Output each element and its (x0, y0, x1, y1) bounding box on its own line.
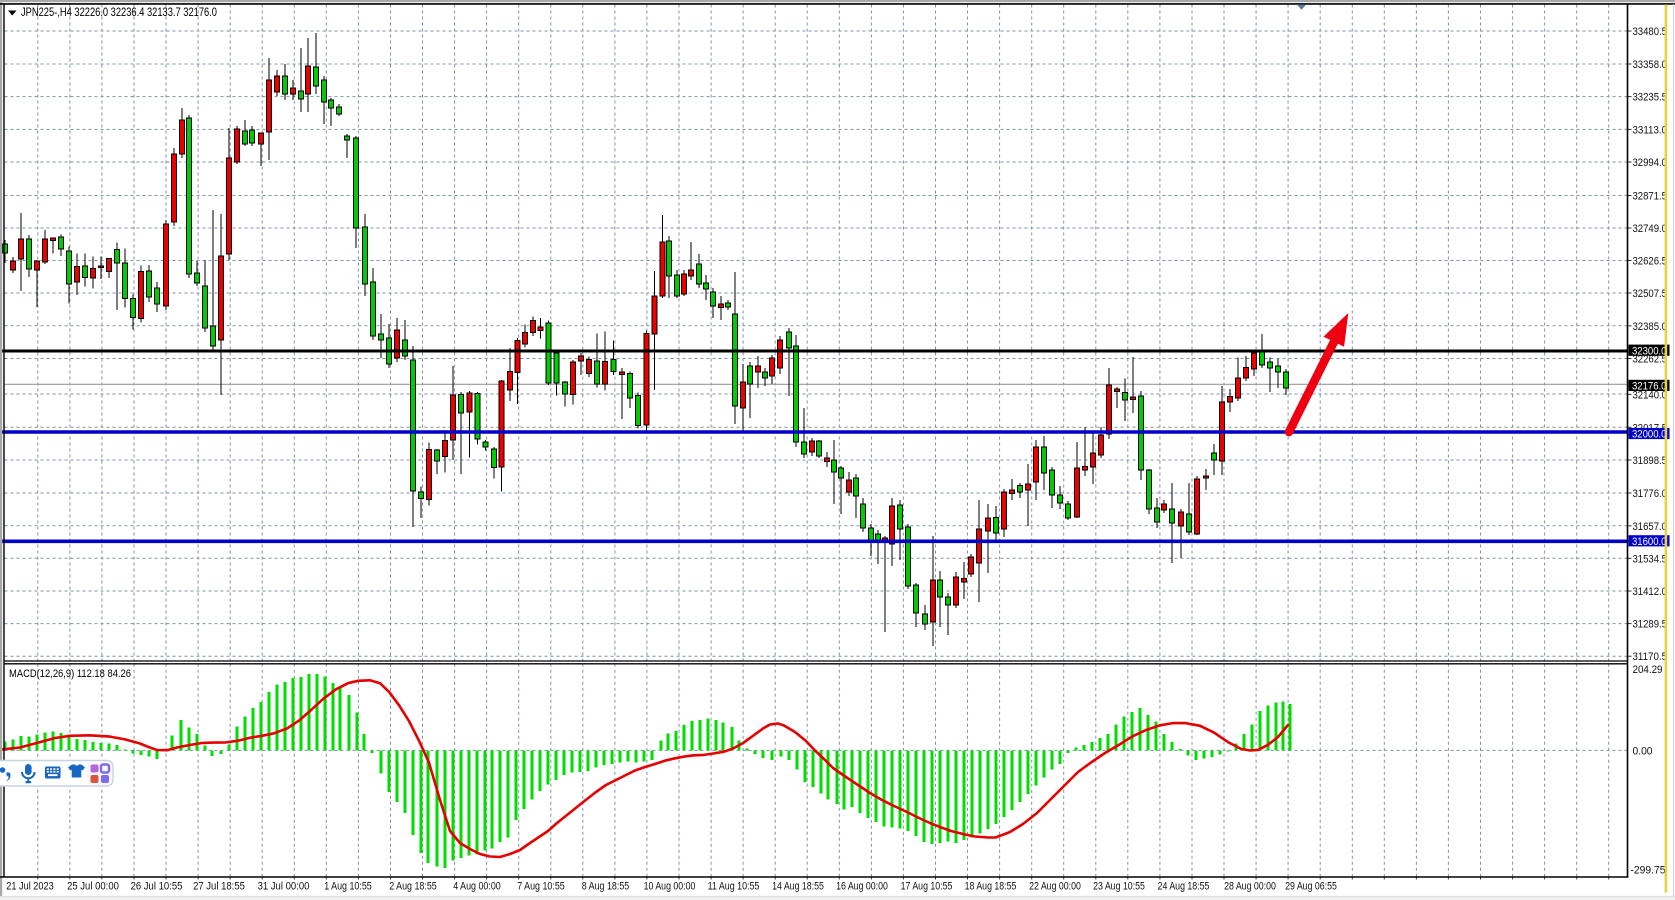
svg-text:28 Aug 00:00: 28 Aug 00:00 (1224, 881, 1276, 893)
svg-text:23 Aug 10:55: 23 Aug 10:55 (1093, 881, 1145, 893)
svg-text:32262.5: 32262.5 (1633, 354, 1668, 366)
svg-text:33358.0: 33358.0 (1633, 59, 1668, 71)
svg-text:33113.0: 33113.0 (1633, 124, 1668, 136)
svg-text:32385.0: 32385.0 (1633, 321, 1668, 333)
svg-text:18 Aug 18:55: 18 Aug 18:55 (965, 881, 1017, 893)
svg-text:27 Jul 18:55: 27 Jul 18:55 (193, 881, 245, 893)
svg-text:33480.5: 33480.5 (1633, 26, 1668, 38)
svg-text:32507.5: 32507.5 (1633, 288, 1668, 300)
svg-text:16 Aug 00:00: 16 Aug 00:00 (836, 881, 888, 893)
svg-text:8 Aug 18:55: 8 Aug 18:55 (582, 881, 630, 893)
svg-text:JPN225-,H4 32226.0 32236.4 32: JPN225-,H4 32226.0 32236.4 32133.7 32176… (21, 6, 217, 19)
svg-text:31534.5: 31534.5 (1633, 553, 1668, 565)
svg-text:7 Aug 10:55: 7 Aug 10:55 (517, 881, 565, 893)
svg-text:10 Aug 00:00: 10 Aug 00:00 (644, 881, 696, 893)
svg-text:32000.0: 32000.0 (1632, 429, 1667, 441)
svg-text:21 Jul 2023: 21 Jul 2023 (6, 881, 54, 893)
svg-text:29 Aug 06:55: 29 Aug 06:55 (1285, 881, 1337, 893)
svg-text:26 Jul 10:55: 26 Jul 10:55 (131, 881, 183, 893)
svg-text:2 Aug 18:55: 2 Aug 18:55 (389, 881, 437, 893)
svg-text:31776.0: 31776.0 (1633, 488, 1668, 500)
svg-text:31600.0: 31600.0 (1632, 536, 1667, 548)
svg-text:MACD(12,26,9) 112.18 84.26: MACD(12,26,9) 112.18 84.26 (9, 668, 131, 680)
svg-text:32994.0: 32994.0 (1633, 157, 1668, 169)
svg-text:0.00: 0.00 (1633, 745, 1653, 757)
svg-text:31898.5: 31898.5 (1633, 455, 1668, 467)
svg-text:31289.5: 31289.5 (1633, 619, 1668, 631)
svg-text:31412.0: 31412.0 (1633, 586, 1668, 598)
svg-text:22 Aug 00:00: 22 Aug 00:00 (1029, 881, 1081, 893)
svg-text:31170.5: 31170.5 (1633, 651, 1668, 663)
svg-text:31657.0: 31657.0 (1633, 521, 1668, 533)
svg-text:32749.0: 32749.0 (1633, 223, 1668, 235)
svg-text:32626.5: 32626.5 (1633, 256, 1668, 268)
svg-text:32140.0: 32140.0 (1633, 389, 1668, 401)
svg-text:204.29: 204.29 (1633, 664, 1663, 676)
svg-text:32300.0: 32300.0 (1632, 345, 1667, 357)
svg-text:24 Aug 18:55: 24 Aug 18:55 (1158, 881, 1210, 893)
svg-text:11 Aug 10:55: 11 Aug 10:55 (708, 881, 760, 893)
svg-text:32871.5: 32871.5 (1633, 191, 1668, 203)
svg-text:-299.75: -299.75 (1631, 865, 1666, 877)
svg-text:33235.5: 33235.5 (1633, 92, 1668, 104)
svg-text:31 Jul 00:00: 31 Jul 00:00 (258, 881, 310, 893)
svg-text:4 Aug 00:00: 4 Aug 00:00 (453, 881, 501, 893)
svg-text:1 Aug 10:55: 1 Aug 10:55 (324, 881, 372, 893)
svg-text:17 Aug 10:55: 17 Aug 10:55 (901, 881, 953, 893)
svg-text:32176.0: 32176.0 (1632, 381, 1667, 393)
svg-text:14 Aug 18:55: 14 Aug 18:55 (772, 881, 824, 893)
svg-text:25 Jul 00:00: 25 Jul 00:00 (67, 881, 119, 893)
